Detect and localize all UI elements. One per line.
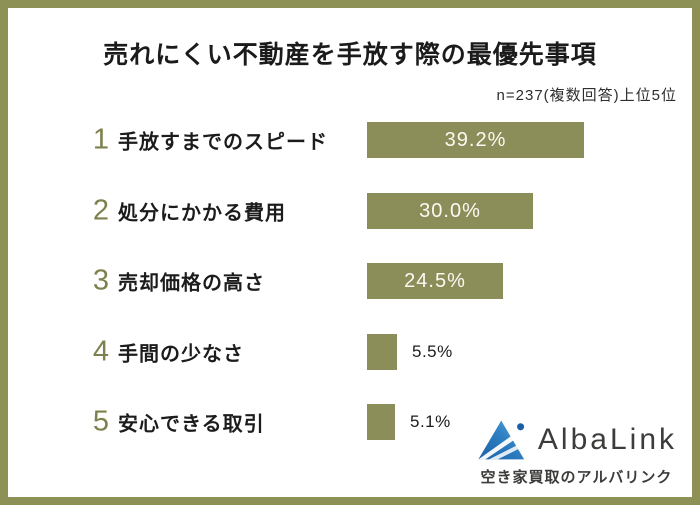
rank-row-4: 4 手間の少なさ 5.5% [8, 334, 692, 370]
category-label: 安心できる取引 [118, 413, 265, 436]
rank-row-2: 2 処分にかかる費用 30.0% [8, 193, 692, 229]
category-label: 手間の少なさ [118, 343, 244, 366]
albalink-tagline: 空き家買取のアルバリンク [480, 469, 673, 486]
rank-number: 3 [92, 264, 110, 297]
bar: 5.5% [367, 334, 452, 370]
bar: 39.2% [367, 122, 584, 158]
rank-number: 1 [92, 123, 110, 156]
rank-number: 5 [92, 405, 110, 438]
value-label: 24.5% [404, 269, 466, 292]
bar: 30.0% [367, 193, 533, 229]
category-label: 手放すまでのスピード [118, 131, 328, 154]
rank-row-3: 3 売却価格の高さ 24.5% [8, 263, 692, 299]
sample-size-note: n=237(複数回答)上位5位 [496, 87, 677, 104]
rank-number: 4 [92, 335, 110, 368]
category-label: 売却価格の高さ [118, 272, 265, 295]
bar: 5.1% [367, 404, 450, 440]
value-label: 5.5% [412, 342, 453, 361]
chart-title: 売れにくい不動産を手放す際の最優先事項 [103, 41, 597, 69]
category-label: 処分にかかる費用 [118, 202, 286, 225]
value-label: 30.0% [419, 199, 481, 222]
albalink-logo-icon [476, 418, 530, 462]
rank-number: 2 [92, 194, 110, 227]
albalink-wordmark: AlbaLink [537, 423, 677, 456]
bar: 24.5% [367, 263, 503, 299]
rank-row-1: 1 手放すまでのスピード 39.2% [8, 122, 692, 158]
value-label: 39.2% [444, 128, 507, 151]
albalink-branding: AlbaLink 空き家買取のアルバリンク [476, 418, 677, 487]
rank-row-5: 5 安心できる取引 5.1% [8, 404, 692, 440]
value-label: 5.1% [410, 412, 451, 431]
